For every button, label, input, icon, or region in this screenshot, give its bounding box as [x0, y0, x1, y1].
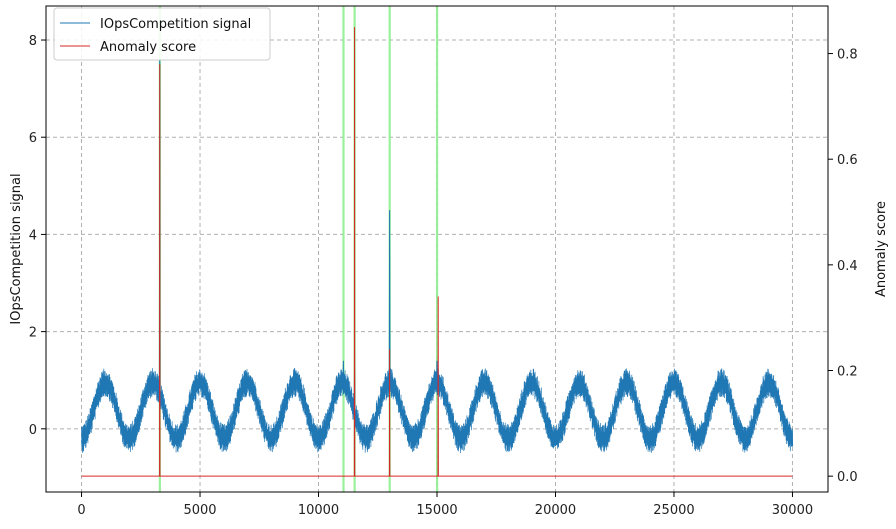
signal-line — [81, 368, 794, 454]
y-left-tick-label: 2 — [29, 326, 37, 341]
x-tick-label: 5000 — [183, 503, 216, 518]
y-left-tick-label: 6 — [29, 131, 37, 146]
x-tick-label: 15000 — [416, 503, 457, 518]
series-anomaly-score-line — [81, 27, 793, 477]
anomaly-highlight — [342, 6, 345, 492]
y-right-tick-label: 0.2 — [837, 365, 858, 380]
grid-lines — [46, 6, 828, 492]
y-right-axis-label: Anomaly score — [874, 201, 889, 297]
legend-signal-label: IOpsCompetition signal — [100, 17, 251, 32]
x-axis-ticks: 0 5000 10000 15000 20000 25000 30000 — [77, 492, 813, 518]
y-left-axis-label: IOpsCompetition signal — [9, 173, 24, 324]
y-left-tick-label: 0 — [29, 423, 37, 438]
legend-score-label: Anomaly score — [100, 40, 196, 55]
anomaly-highlight-bands — [158, 6, 439, 492]
y-left-tick-label: 4 — [29, 228, 37, 243]
legend: IOpsCompetition signal Anomaly score — [53, 7, 271, 61]
legend-box — [53, 7, 271, 61]
y-right-tick-label: 0.6 — [837, 153, 858, 168]
x-tick-label: 25000 — [653, 503, 694, 518]
signal-spike — [436, 360, 438, 383]
y-left-tick-label: 8 — [29, 34, 37, 49]
signal-spike — [388, 210, 391, 383]
y-right-tick-label: 0.4 — [837, 259, 858, 274]
y-left-axis-ticks: 0 2 4 6 8 — [29, 34, 46, 438]
x-tick-label: 30000 — [772, 503, 813, 518]
x-tick-label: 0 — [77, 503, 85, 518]
x-tick-label: 10000 — [298, 503, 339, 518]
y-right-tick-label: 0.0 — [837, 470, 858, 485]
anomaly-highlight — [436, 6, 439, 492]
y-right-axis-ticks: 0.0 0.2 0.4 0.6 0.8 — [828, 48, 858, 485]
y-right-tick-label: 0.8 — [837, 48, 858, 63]
signal-spike — [342, 360, 345, 384]
anomaly-score-line — [81, 27, 793, 477]
x-tick-label: 20000 — [535, 503, 576, 518]
